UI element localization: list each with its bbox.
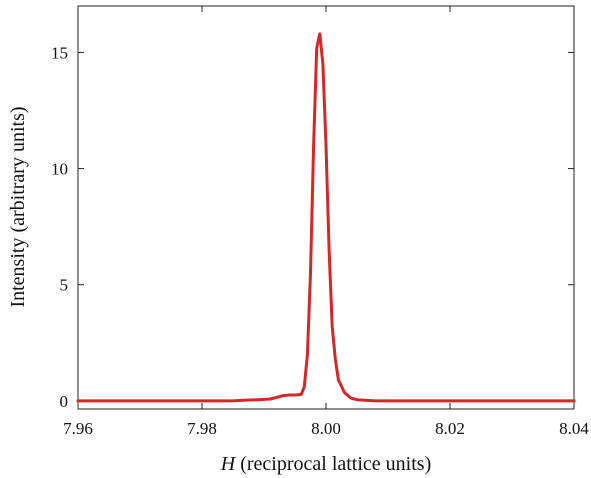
x-axis-title: H (reciprocal lattice units) (220, 453, 431, 475)
x-tick-label: 7.96 (63, 419, 93, 438)
x-axis-title-italic: H (220, 453, 237, 475)
x-tick-label: 7.98 (187, 419, 217, 438)
y-tick-label: 10 (51, 160, 68, 179)
x-tick-label: 8.00 (311, 419, 341, 438)
x-axis-title-rest: (reciprocal lattice units) (235, 453, 431, 475)
x-tick-label: 8.02 (435, 419, 465, 438)
y-tick-label: 5 (60, 276, 69, 295)
x-tick-label: 8.04 (559, 419, 589, 438)
y-tick-label: 0 (60, 392, 69, 411)
series-layer (76, 32, 576, 403)
x-axis: 7.96 7.98 8.00 8.02 8.04 (63, 6, 589, 438)
y-tick-label: 15 (51, 43, 68, 62)
y-axis-title: Intensity (arbitrary units) (7, 106, 29, 307)
plot-frame (77, 5, 575, 410)
series-line (76, 32, 576, 403)
